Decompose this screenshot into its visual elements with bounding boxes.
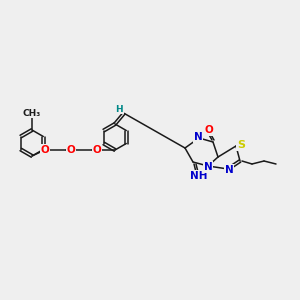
Text: S: S xyxy=(237,140,245,150)
Text: O: O xyxy=(205,125,213,135)
Text: NH: NH xyxy=(190,171,208,181)
Text: N: N xyxy=(194,132,202,142)
Text: N: N xyxy=(204,162,212,172)
Text: O: O xyxy=(93,145,101,155)
Text: N: N xyxy=(225,165,233,175)
Text: O: O xyxy=(67,145,75,155)
Text: H: H xyxy=(116,105,123,114)
Text: CH₃: CH₃ xyxy=(23,109,41,118)
Text: O: O xyxy=(40,145,50,155)
